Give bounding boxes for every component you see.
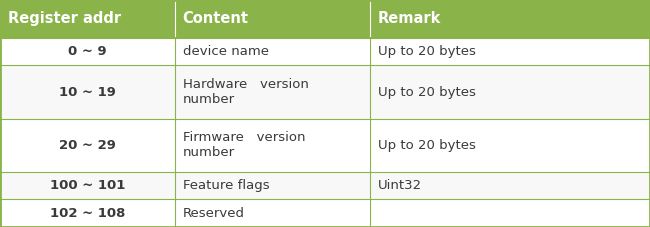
Bar — [0, 65, 650, 119]
Bar — [0, 0, 650, 38]
Text: Remark: Remark — [378, 11, 441, 26]
Text: Reserved: Reserved — [183, 207, 244, 220]
Bar — [0, 172, 650, 199]
Text: Uint32: Uint32 — [378, 179, 422, 192]
Text: 102 ~ 108: 102 ~ 108 — [50, 207, 125, 220]
Text: Hardware   version
number: Hardware version number — [183, 78, 309, 106]
Text: Feature flags: Feature flags — [183, 179, 269, 192]
Text: Up to 20 bytes: Up to 20 bytes — [378, 86, 476, 99]
Text: Up to 20 bytes: Up to 20 bytes — [378, 139, 476, 152]
Text: 0 ~ 9: 0 ~ 9 — [68, 45, 107, 58]
Text: Register addr: Register addr — [8, 11, 121, 26]
Text: Up to 20 bytes: Up to 20 bytes — [378, 45, 476, 58]
Text: 10 ~ 19: 10 ~ 19 — [59, 86, 116, 99]
Bar — [0, 199, 650, 227]
Text: Firmware   version
number: Firmware version number — [183, 131, 305, 159]
Text: 20 ~ 29: 20 ~ 29 — [59, 139, 116, 152]
Text: device name: device name — [183, 45, 268, 58]
Bar — [0, 119, 650, 172]
Text: 100 ~ 101: 100 ~ 101 — [50, 179, 125, 192]
Text: Content: Content — [183, 11, 249, 26]
Bar — [0, 38, 650, 65]
